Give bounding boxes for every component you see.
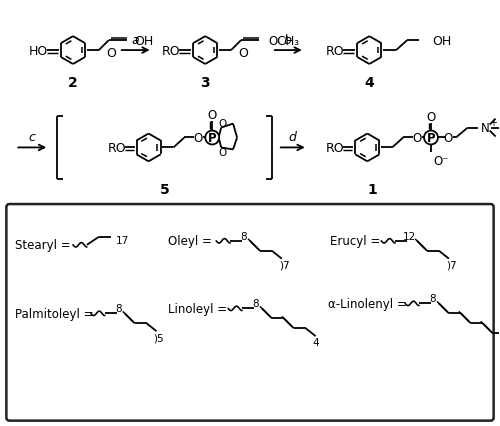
Text: 8: 8 [240,231,248,241]
Text: O: O [194,132,203,145]
Text: a: a [132,34,140,46]
Text: )7: )7 [446,260,456,270]
Text: N: N [482,122,490,135]
Text: )7: )7 [279,260,289,270]
Text: O: O [412,132,422,145]
FancyBboxPatch shape [6,204,494,420]
Text: RO: RO [108,141,126,155]
Text: RO: RO [162,44,181,58]
Text: Stearyl =: Stearyl = [16,239,71,252]
Text: Oleyl =: Oleyl = [168,235,212,248]
Text: 4: 4 [364,76,374,89]
Text: O: O [208,109,217,122]
Text: 3: 3 [200,76,210,89]
Text: HO: HO [28,44,48,58]
Text: Palmitoleyl =: Palmitoleyl = [16,307,94,320]
Text: OH: OH [432,35,451,48]
Text: α-Linolenyl =: α-Linolenyl = [328,297,406,310]
Text: O: O [218,118,226,128]
Text: P: P [208,132,216,145]
Text: 1: 1 [368,183,377,197]
Text: 12: 12 [402,231,415,241]
Text: O: O [106,46,116,59]
Text: Erucyl =: Erucyl = [330,235,380,248]
Text: 4: 4 [312,337,320,347]
Text: O: O [426,111,436,124]
Text: 8: 8 [252,299,260,309]
Text: 8: 8 [116,304,122,314]
Text: OCH₃: OCH₃ [268,35,299,48]
Text: O⁻: O⁻ [433,155,448,167]
Text: O: O [238,46,248,59]
Text: d: d [289,131,296,144]
Text: O: O [218,148,226,158]
Circle shape [424,131,438,145]
Text: 17: 17 [116,235,129,245]
Circle shape [206,131,219,145]
Text: )5: )5 [154,332,164,343]
Text: OH: OH [134,35,154,48]
Text: Linoleyl =: Linoleyl = [168,302,228,315]
Text: O: O [444,132,452,145]
Text: P: P [426,132,436,145]
Text: RO: RO [326,44,345,58]
Text: +: + [488,117,496,127]
Text: b: b [284,34,292,46]
Text: 5: 5 [160,183,170,197]
Text: 2: 2 [68,76,78,89]
Text: c: c [29,131,35,144]
Text: RO: RO [326,141,345,155]
Text: 8: 8 [430,294,436,304]
